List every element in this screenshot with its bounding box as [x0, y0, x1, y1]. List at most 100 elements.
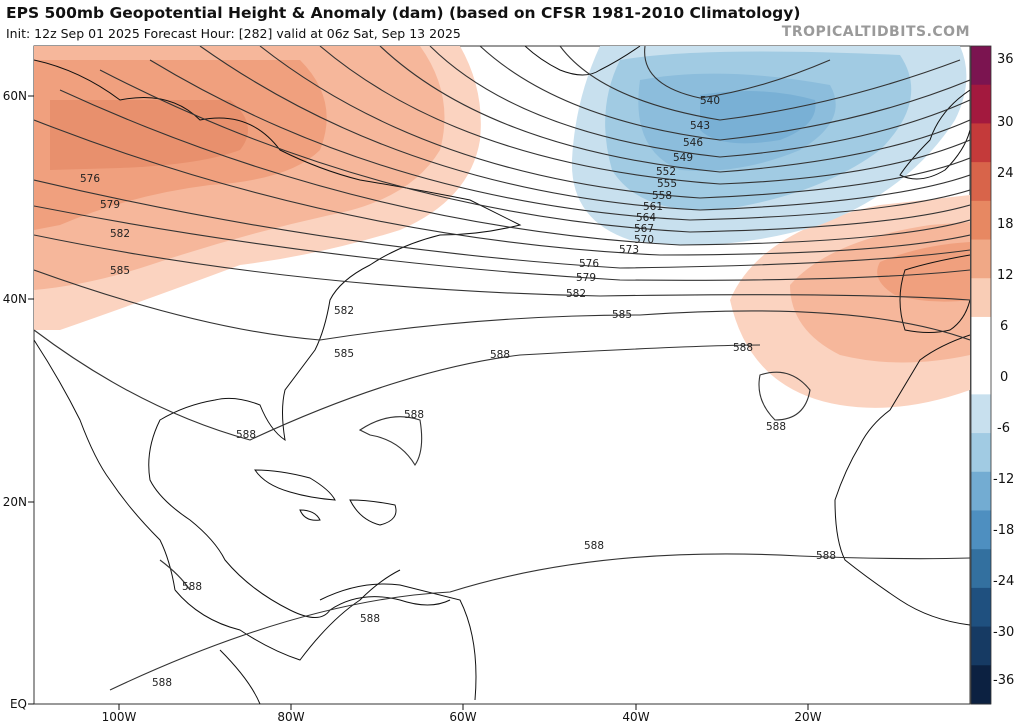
lon-label-60w: 60W — [449, 710, 476, 724]
contour-label-588-east: 588 — [733, 342, 753, 354]
contour-558 — [259, 46, 970, 199]
colorbar-swatch — [971, 587, 991, 628]
contour-555 — [319, 46, 970, 185]
contour-label-582-west: 582 — [110, 228, 130, 240]
colorbar-swatch — [971, 355, 991, 395]
british-isles — [899, 89, 970, 180]
colorbar-swatch — [971, 123, 991, 163]
colorbar-tick-0: 0 — [1000, 370, 1008, 385]
contour-540 — [644, 46, 831, 99]
contour-561 — [199, 46, 970, 211]
contour-label-588-caribbean: 588 — [360, 613, 380, 625]
colorbar-swatch — [971, 200, 991, 241]
contour-label-585: 585 — [612, 309, 632, 321]
colorbar-tick-neg36: -36 — [993, 673, 1014, 688]
contour-588-cutoff-east — [758, 371, 811, 421]
contour-label-546: 546 — [683, 137, 703, 149]
colorbar-frame — [970, 45, 992, 705]
lon-label-20w: 20W — [794, 710, 821, 724]
contour-label-561: 561 — [643, 201, 663, 213]
contour-588-south — [109, 553, 970, 691]
contour-label-585-west: 585 — [110, 265, 130, 277]
south-america-north-coast — [319, 583, 477, 701]
colorbar-swatch — [971, 433, 991, 473]
colorbar-swatch — [971, 394, 991, 434]
contour-label-group: 540 543 546 549 552 555 558 561 564 567 … — [80, 95, 836, 689]
colorbar-swatch — [971, 471, 991, 511]
contour-label-588-cutoff: 588 — [766, 421, 786, 433]
map-title: EPS 500mb Geopotential Height & Anomaly … — [6, 4, 801, 22]
contour-label-582-coast: 582 — [334, 305, 354, 317]
contour-label-582: 582 — [566, 288, 586, 300]
colorbar-tick-24: 24 — [997, 166, 1014, 181]
north-america-coast — [34, 59, 522, 618]
contour-label-567: 567 — [634, 223, 654, 235]
colorbar-tick-neg18: -18 — [993, 523, 1014, 538]
colorbar-tick-neg6: -6 — [997, 421, 1010, 436]
hispaniola — [349, 499, 397, 526]
south-america-west-coast — [219, 649, 261, 704]
contour-552 — [379, 46, 970, 173]
lon-label-100w: 100W — [102, 710, 137, 724]
colorbar-swatch — [971, 316, 991, 357]
colorbar-tick-6: 6 — [1000, 319, 1008, 334]
lat-label-40n: 40N — [3, 292, 27, 306]
map-subtitle: Init: 12z Sep 01 2025 Forecast Hour: [28… — [6, 26, 461, 41]
colorbar-tick-neg24: -24 — [993, 574, 1014, 589]
contour-label-588-tropics: 588 — [584, 540, 604, 552]
contour-label-552: 552 — [656, 166, 676, 178]
contour-567 — [99, 69, 970, 233]
contour-582 — [34, 234, 970, 301]
latitude-labels: 60N 40N 20N EQ — [3, 89, 34, 711]
contour-label-588-atlantic: 588 — [404, 409, 424, 421]
contour-label-579-west: 579 — [100, 199, 120, 211]
contour-546 — [479, 46, 970, 141]
contour-label-588: 588 — [490, 349, 510, 361]
lat-label-20n: 20N — [3, 495, 27, 509]
colorbar-swatch — [971, 626, 991, 666]
contour-label-588-southwest: 588 — [152, 677, 172, 689]
contour-label-576-west: 576 — [80, 173, 100, 185]
lat-label-eq: EQ — [10, 697, 27, 711]
contour-label-588-pacific: 588 — [182, 581, 202, 593]
colorbar-swatches — [971, 46, 991, 705]
contour-564 — [149, 59, 970, 221]
jamaica — [299, 509, 321, 521]
contour-588-cutoff-west — [358, 416, 423, 467]
colorbar-tick-neg12: -12 — [993, 472, 1014, 487]
height-contours — [34, 46, 970, 691]
contour-label-573: 573 — [619, 244, 639, 256]
colorbar-labels: 36 30 24 18 12 6 0 -6 -12 -18 -24 -30 -3… — [993, 52, 1014, 688]
colorbar-tick-30: 30 — [997, 115, 1014, 130]
contour-label-588-africa: 588 — [816, 550, 836, 562]
contour-576 — [34, 179, 970, 269]
map-panel: 540 543 546 549 552 555 558 561 564 567 … — [3, 45, 971, 724]
anomaly-colorbar: 36 30 24 18 12 6 0 -6 -12 -18 -24 -30 -3… — [970, 45, 1014, 705]
colorbar-swatch — [971, 549, 991, 589]
contour-label-579: 579 — [576, 272, 596, 284]
contour-585 — [34, 269, 970, 341]
mexico-west-coast — [34, 339, 176, 591]
contour-588-central-america — [159, 559, 191, 591]
lon-label-80w: 80W — [277, 710, 304, 724]
contour-label-585-coast: 585 — [334, 348, 354, 360]
lon-label-40w: 40W — [622, 710, 649, 724]
colorbar-tick-18: 18 — [997, 217, 1014, 232]
lat-label-60n: 60N — [3, 89, 27, 103]
positive-anomaly-north-america — [34, 46, 481, 330]
contour-label-558: 558 — [652, 190, 672, 202]
contour-label-564: 564 — [636, 212, 656, 224]
africa-west-coast — [834, 334, 970, 626]
colorbar-swatch — [971, 510, 991, 550]
cuba — [254, 469, 336, 501]
colorbar-tick-12: 12 — [997, 268, 1014, 283]
colorbar-swatch — [971, 84, 991, 124]
contour-label-543: 543 — [690, 120, 710, 132]
contour-549 — [429, 46, 970, 158]
contour-570 — [59, 89, 970, 246]
contour-label-570: 570 — [634, 234, 654, 246]
colorbar-swatch — [971, 665, 991, 705]
contour-588-north — [34, 329, 761, 441]
colorbar-swatch — [971, 278, 991, 318]
